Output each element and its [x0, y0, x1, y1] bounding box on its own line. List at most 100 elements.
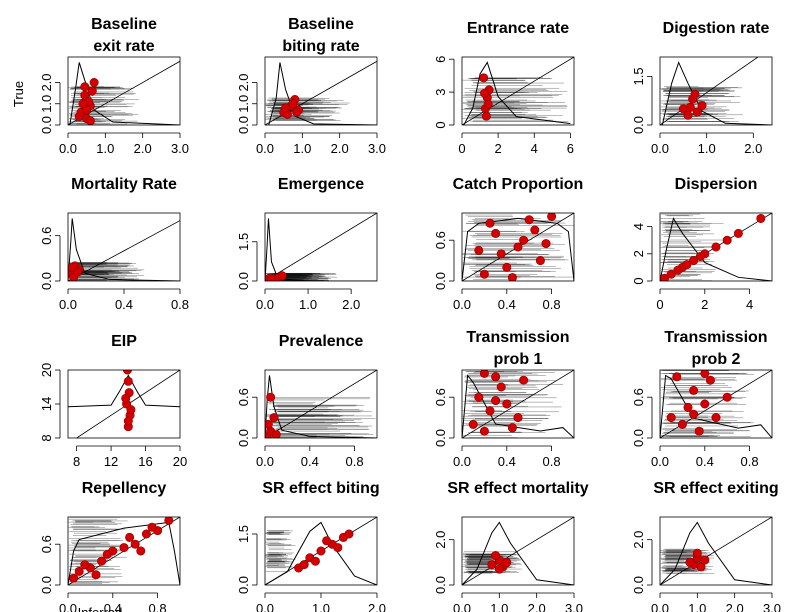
data-point: [689, 409, 699, 419]
y-tick-label: 1.5: [236, 525, 251, 543]
density-curve: [68, 218, 180, 281]
x-tick-label: 0.4: [696, 454, 714, 469]
data-point: [722, 392, 732, 402]
plot-area: [462, 517, 574, 585]
data-point: [281, 103, 291, 113]
panel-title: SR effect exiting: [653, 480, 778, 497]
x-tick-label: 2.0: [134, 141, 152, 156]
x-tick-label: 2.0: [342, 297, 360, 312]
x-tick-label: 4: [746, 297, 753, 312]
data-point: [711, 413, 721, 423]
data-point: [266, 392, 276, 402]
x-tick-label: 2.0: [368, 601, 386, 612]
y-tick-label: 0.6: [236, 388, 251, 406]
panel-10: 0.0 0.4 0.8 0.0 0.6 Prevalence: [236, 333, 378, 469]
y-tick-label: 2.0: [433, 531, 448, 549]
data-point: [74, 566, 84, 576]
data-point: [125, 532, 135, 542]
plot-frame: [264, 212, 378, 282]
plot-area: [660, 57, 772, 125]
data-point: [692, 107, 702, 117]
x-tick-label: 0.8: [149, 601, 167, 612]
data-point: [85, 116, 95, 125]
panel-title: Dispersion: [675, 176, 758, 193]
data-point: [479, 370, 489, 378]
panel-title: Digestion rate: [663, 20, 770, 37]
data-point: [700, 370, 710, 378]
y-tick-label: 0: [433, 121, 448, 128]
data-point: [756, 213, 766, 223]
x-tick-label: 3.0: [368, 141, 386, 156]
plot-area: [462, 213, 574, 281]
data-point: [530, 225, 540, 235]
y-tick-label: 0.0: [39, 576, 54, 594]
panel-13: 0.0 0.4 0.8 0.0 0.6 Repellency: [39, 480, 181, 612]
data-point: [265, 419, 273, 429]
data-point: [122, 370, 132, 375]
data-point: [683, 110, 693, 120]
data-point: [271, 430, 281, 438]
y-tick-label: 2.0: [39, 73, 54, 91]
x-tick-label: 0.0: [453, 454, 471, 469]
x-tick-label: 0.8: [543, 454, 561, 469]
y-tick-label: 4: [631, 223, 646, 230]
data-point: [700, 399, 710, 409]
panel-2: 0.0 1.0 2.0 3.0 0.0 1.0 2.0 Baseline biting rate: [236, 16, 386, 156]
x-tick-label: 0.8: [346, 454, 364, 469]
data-point: [696, 562, 706, 572]
y-tick-label: 0.0: [631, 116, 646, 134]
data-point: [126, 405, 136, 415]
data-point: [130, 539, 140, 549]
y-tick-label: 0.0: [236, 576, 251, 594]
plot-frame: [659, 56, 773, 126]
data-point: [502, 262, 512, 272]
density-curve: [462, 521, 574, 585]
data-point: [666, 269, 676, 279]
y-tick-label: 1.5: [631, 67, 646, 85]
y-tick-label: 0.6: [631, 388, 646, 406]
data-point: [266, 275, 276, 281]
data-point: [80, 560, 90, 570]
panel-6: 0.0 1.0 2.0 0.0 1.5 Emergence: [236, 176, 378, 312]
y-tick-label: 0: [631, 277, 646, 284]
panel-title: Mortality Rate: [71, 176, 177, 193]
panel-title: Repellency: [82, 480, 167, 497]
x-tick-label: 1.0: [688, 601, 706, 612]
density-curve: [660, 521, 772, 585]
data-point: [97, 556, 107, 566]
x-tick-label: 0.4: [498, 454, 516, 469]
plot-area: [68, 60, 180, 125]
panel-14: 0.0 1.0 2.0 0.0 1.5 SR effect biting: [236, 480, 386, 612]
data-point: [479, 426, 489, 436]
x-tick-label: 0: [656, 297, 663, 312]
plot-frame: [67, 212, 181, 282]
data-point: [722, 235, 732, 245]
data-point: [288, 99, 298, 109]
data-point: [685, 557, 695, 567]
density-curve: [661, 61, 772, 125]
y-tick-label: 0.0: [39, 272, 54, 290]
panel-title: Prevalence: [279, 333, 364, 350]
x-tick-label: 2: [495, 141, 502, 156]
plot-frame: [264, 369, 378, 439]
x-tick-label: 20: [173, 454, 187, 469]
x-tick-label: 0.0: [256, 141, 274, 156]
data-point: [483, 99, 493, 109]
y-axis-title: True: [11, 81, 26, 107]
data-point: [78, 99, 88, 109]
x-tick-label: 3.0: [763, 601, 781, 612]
panel-title: Transmission: [466, 329, 569, 346]
data-point: [666, 413, 676, 423]
panel-title: Catch Proportion: [453, 176, 584, 193]
x-tick-label: 2.0: [726, 601, 744, 612]
data-point: [513, 413, 523, 423]
x-tick-label: 2.0: [744, 141, 762, 156]
panel-title: Entrance rate: [467, 20, 569, 37]
data-point: [474, 392, 484, 402]
x-tick-label: 0.4: [104, 601, 122, 612]
data-point: [344, 529, 354, 539]
y-tick-label: 0.0: [39, 116, 54, 134]
data-point: [513, 242, 523, 252]
x-tick-label: 0.8: [543, 297, 561, 312]
